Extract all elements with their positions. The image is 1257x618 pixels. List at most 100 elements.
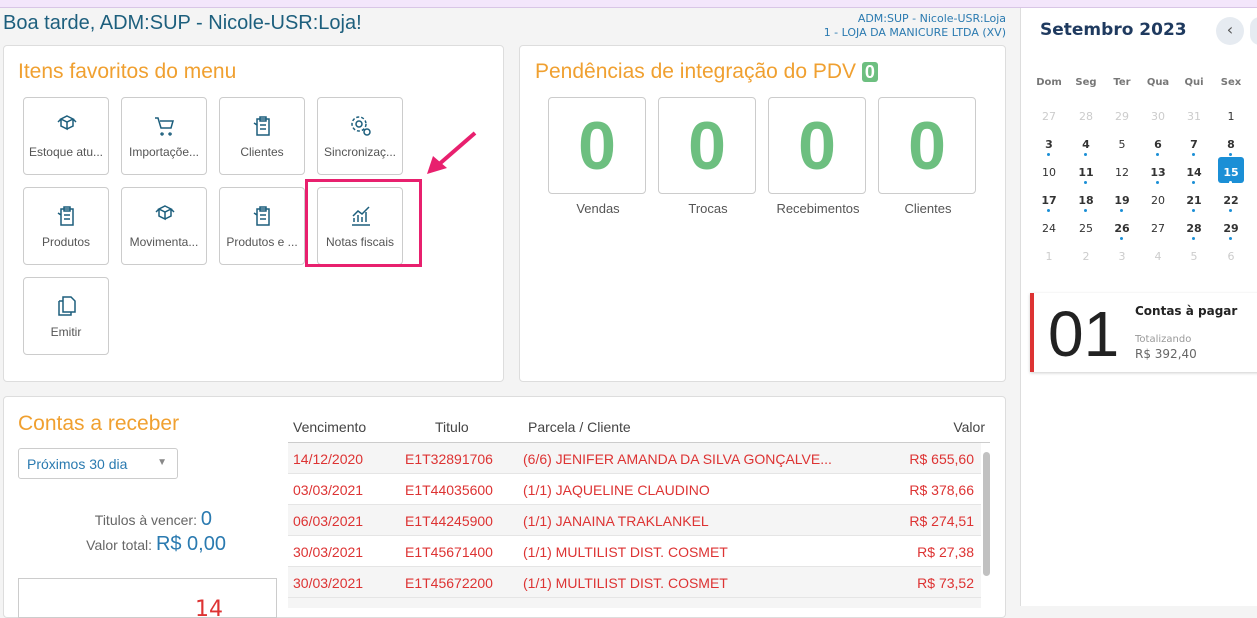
- calendar-day[interactable]: 7: [1190, 138, 1198, 151]
- calendar-day[interactable]: 21: [1186, 194, 1202, 207]
- next-month[interactable]: [1250, 17, 1257, 45]
- table-row[interactable]: [288, 474, 981, 505]
- calendar-day[interactable]: 19: [1114, 194, 1130, 207]
- menu-tile[interactable]: Clientes: [219, 97, 305, 175]
- prev-month[interactable]: ‹: [1216, 17, 1244, 45]
- summary-box: 14: [18, 578, 277, 618]
- pending-box: 0: [878, 97, 976, 194]
- calendar-day[interactable]: 17: [1041, 194, 1057, 207]
- calendar-day[interactable]: 1: [1045, 250, 1053, 263]
- event-dot: [1047, 153, 1050, 156]
- calendar-day[interactable]: 28: [1186, 222, 1202, 235]
- calendar-day[interactable]: 28: [1079, 110, 1093, 123]
- calendar-day[interactable]: 6: [1154, 138, 1162, 151]
- weekday: Ter: [1113, 77, 1131, 88]
- payables-card: 01 Contas à pagar Totalizando R$ 392,40: [1030, 293, 1257, 372]
- event-dot: [1156, 153, 1159, 156]
- table-row[interactable]: [288, 536, 981, 567]
- pending-title-text: Pendências de integração do PDV: [535, 60, 857, 83]
- due-value: 0: [200, 508, 212, 530]
- weekday: Qua: [1146, 77, 1170, 88]
- tile-icon: [253, 116, 270, 136]
- table-row[interactable]: [288, 505, 981, 536]
- calendar-day[interactable]: 10: [1042, 166, 1056, 179]
- caret: ▼: [157, 457, 167, 468]
- calendar-day[interactable]: 15: [1223, 166, 1239, 179]
- calendar-day[interactable]: 29: [1115, 110, 1129, 123]
- event-dot: [1229, 237, 1232, 240]
- calendar-day[interactable]: 14: [1186, 166, 1202, 179]
- calendar-day[interactable]: 13: [1150, 166, 1166, 179]
- pending-badge: 0: [861, 62, 878, 82]
- calendar-day[interactable]: 25: [1079, 222, 1093, 235]
- calendar-day[interactable]: 4: [1082, 138, 1090, 151]
- event-dot: [1192, 181, 1195, 184]
- filter-dropdown[interactable]: Próximos 30 dia ▼: [18, 448, 178, 479]
- tile-icon: [352, 206, 370, 226]
- calendar-day[interactable]: 29: [1223, 222, 1239, 235]
- tile-icon: [351, 116, 371, 136]
- calendar-day[interactable]: 18: [1078, 194, 1094, 207]
- menu-tile[interactable]: Sincronizaç...: [317, 97, 403, 175]
- calendar-day[interactable]: 26: [1114, 222, 1130, 235]
- total-label: Valor total:: [86, 537, 153, 553]
- menu-tile[interactable]: Produtos e ...: [219, 187, 305, 265]
- tile-label: Emitir: [50, 325, 82, 339]
- user: ADM:SUP - Nicole-USR:Loja: [857, 12, 1006, 25]
- table-row[interactable]: [288, 443, 981, 474]
- tile-label: Produtos: [41, 235, 91, 249]
- table-cell: R$ 274,51: [909, 513, 974, 529]
- calendar-day[interactable]: 4: [1154, 250, 1162, 263]
- payables-subtitle: Totalizando: [1135, 334, 1192, 345]
- table-cell: R$ 73,52: [917, 575, 974, 591]
- calendar-day[interactable]: 27: [1151, 222, 1165, 235]
- calendar-day[interactable]: 2: [1082, 250, 1090, 263]
- event-dot: [1120, 237, 1123, 240]
- table-cell: (1/1) MULTILIST DIST. COSMET: [523, 544, 728, 560]
- calendar-day[interactable]: 8: [1227, 138, 1235, 151]
- user-info: ADM:SUP - Nicole-USR:Loja 1 - LOJA DA MAN…: [824, 12, 1006, 40]
- tile-icon: [253, 206, 270, 226]
- table-header: Parcela / Cliente: [528, 419, 631, 435]
- store: 1 - LOJA DA MANICURE LTDA (XV): [823, 26, 1006, 39]
- calendar-day[interactable]: 31: [1187, 110, 1201, 123]
- calendar-day[interactable]: 3: [1045, 138, 1053, 151]
- calendar-day[interactable]: 20: [1151, 194, 1165, 207]
- calendar-day[interactable]: 12: [1115, 166, 1129, 179]
- table-cell: 30/03/2021: [293, 544, 364, 560]
- event-dot: [1192, 153, 1195, 156]
- payables-title: Contas à pagar: [1135, 304, 1238, 318]
- menu-tile[interactable]: Produtos: [23, 187, 109, 265]
- calendar-day[interactable]: 22: [1223, 194, 1239, 207]
- calendar-day[interactable]: 5: [1190, 250, 1198, 263]
- calendar-day[interactable]: 5: [1118, 138, 1126, 151]
- scrollbar: [983, 452, 990, 576]
- calendar-day[interactable]: 6: [1227, 250, 1235, 263]
- menu-tile[interactable]: Estoque atu...: [23, 97, 109, 175]
- calendar-day[interactable]: 1: [1227, 110, 1235, 123]
- table-row[interactable]: [288, 567, 981, 598]
- calendar-day[interactable]: 24: [1042, 222, 1056, 235]
- table-cell: (1/1) JANAINA TRAKLANKEL: [523, 513, 709, 529]
- menu-tile[interactable]: Importaçõe...: [121, 97, 207, 175]
- total-value: R$ 0,00: [155, 533, 226, 555]
- menu-tile[interactable]: Movimenta...: [121, 187, 207, 265]
- calendar-day[interactable]: 30: [1151, 110, 1165, 123]
- table-row: [288, 598, 981, 608]
- event-dot: [1156, 181, 1159, 184]
- calendar-day[interactable]: 3: [1118, 250, 1126, 263]
- menu-tile[interactable]: Emitir: [23, 277, 109, 355]
- calendar-day[interactable]: 11: [1078, 166, 1094, 179]
- tile-icon: [155, 117, 174, 136]
- event-dot: [1229, 181, 1232, 184]
- event-dot: [1084, 209, 1087, 212]
- total-line: Valor total: R$ 0,00: [18, 533, 226, 556]
- menu-tile[interactable]: Notas fiscais: [317, 187, 403, 265]
- table-cell: R$ 655,60: [909, 451, 974, 467]
- tile-label: Estoque atu...: [28, 145, 104, 159]
- pending-label: Clientes: [904, 201, 952, 216]
- partial-number: 14: [195, 597, 223, 618]
- favorites-title: Itens favoritos do menu: [18, 60, 237, 83]
- calendar-day[interactable]: 27: [1042, 110, 1056, 123]
